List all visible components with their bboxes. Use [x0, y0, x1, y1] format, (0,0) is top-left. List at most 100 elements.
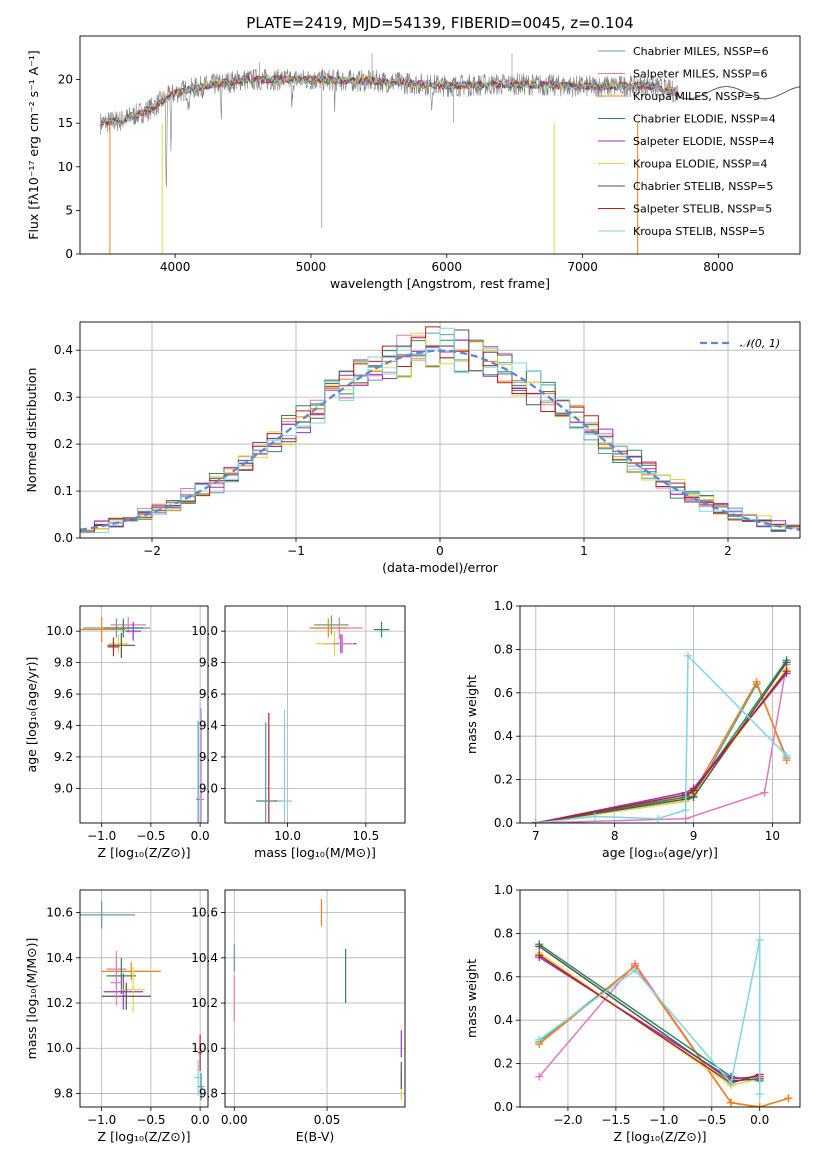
marker [755, 1089, 764, 1098]
y-tick-label: 9.6 [199, 687, 218, 701]
x-tick-label: −1.0 [649, 1113, 678, 1127]
x-axis-label: wavelength [Angstrom, rest frame] [330, 276, 550, 291]
y-tick-label: 15 [58, 116, 73, 130]
plot-area [233, 899, 402, 1101]
x-axis-label: Z [log₁₀(Z/Z⊙)] [98, 1129, 191, 1144]
x-tick-label: 10 [765, 829, 780, 843]
x-axis-label: Z [log₁₀(Z/Z⊙)] [98, 845, 191, 860]
marker [726, 1079, 735, 1088]
marker [681, 805, 690, 814]
y-tick-label: 10.6 [46, 906, 73, 920]
legend-entry: Chabrier MILES, NSSP=6 [633, 45, 769, 58]
y-tick-label: 0.6 [494, 686, 513, 700]
x-tick-label: 0.00 [221, 1113, 248, 1127]
panel-6: −1.0 −0.5 0.0 9.8 10.0 10.2 10.4 10.6 Z [log₁₀(Z… [24, 889, 210, 1144]
plot-area [80, 326, 800, 534]
x-tick-label: 7000 [567, 260, 598, 274]
marker [531, 819, 540, 823]
x-tick-label: −0.5 [136, 1113, 165, 1127]
x-axis-label: (data-model)/error [382, 560, 499, 575]
y-axis-label: mass weight [464, 675, 479, 754]
marker [782, 751, 791, 760]
legend-entry: Kroupa STELIB, NSSP=5 [633, 225, 765, 238]
marker [755, 1103, 764, 1107]
y-tick-label: 0.8 [494, 926, 513, 940]
marker [782, 667, 791, 676]
marker [752, 677, 761, 686]
y-tick-label: 5 [65, 203, 73, 217]
y-tick-label: 10.0 [46, 624, 73, 638]
marker [784, 1094, 793, 1103]
x-tick-label: 1 [580, 544, 588, 558]
legend-entry: Kroupa MILES, NSSP=5 [633, 90, 760, 103]
marker [760, 788, 769, 797]
x-tick-label: 4000 [160, 260, 191, 274]
y-tick-label: 0.4 [494, 1013, 513, 1027]
x-tick-label: 8 [611, 829, 619, 843]
x-tick-label: 2 [724, 544, 732, 558]
marker [535, 1072, 544, 1081]
y-axis-label: Flux [fλ10⁻¹⁷ erg cm⁻² s⁻¹ A⁻¹] [26, 50, 41, 239]
y-tick-label: 0.0 [494, 816, 513, 830]
plot-area [531, 651, 791, 823]
x-tick-label: 9 [690, 829, 698, 843]
legend: 𝒩(0, 1) [700, 337, 780, 350]
normal-curve [80, 349, 800, 531]
y-tick-label: 0.6 [494, 970, 513, 984]
mass-weight-series-9 [535, 654, 788, 823]
x-tick-label: 6000 [432, 260, 463, 274]
panel-5: 7 8 9 10 0.0 0.2 0.4 0.6 0.8 1.0 age [log₁₀(age/yr… [464, 599, 801, 860]
x-axis-label: Z [log₁₀(Z/Z⊙)] [614, 1129, 707, 1144]
marker [654, 814, 663, 823]
axes-frame [79, 35, 801, 255]
residual-histogram-6 [80, 332, 800, 533]
y-tick-label: 10.6 [191, 906, 218, 920]
y-tick-label: 10 [58, 160, 73, 174]
x-tick-label: 0 [436, 544, 444, 558]
y-tick-label: 9.2 [54, 750, 73, 764]
legend-entry: 𝒩(0, 1) [740, 337, 780, 350]
legend-entry: Chabrier ELODIE, NSSP=4 [633, 113, 776, 126]
y-tick-label: 1.0 [494, 883, 513, 897]
y-tick-label: 9.4 [199, 719, 218, 733]
axes-frame [224, 605, 406, 824]
marker [631, 966, 640, 975]
y-tick-label: 0 [65, 247, 73, 261]
y-tick-label: 0.8 [494, 642, 513, 656]
axes-frame [224, 889, 406, 1108]
panel-2: −2 −1 0 1 2 0.0 0.1 0.2 0.3 0.4 (data-model)/error… [24, 321, 801, 575]
x-tick-label: −1 [287, 544, 305, 558]
x-tick-label: −1.5 [601, 1113, 630, 1127]
x-tick-label: 7 [532, 829, 540, 843]
y-tick-label: 10.2 [46, 996, 73, 1010]
y-tick-label: 10.0 [191, 1041, 218, 1055]
x-tick-label: 0.0 [750, 1113, 769, 1127]
y-tick-label: 9.2 [199, 750, 218, 764]
x-tick-label: 8000 [703, 260, 734, 274]
figure-title: PLATE=2419, MJD=54139, FIBERID=0045, z=0… [246, 14, 633, 32]
marker [755, 935, 764, 944]
marker [684, 651, 692, 660]
mass-weight-series-4 [538, 943, 760, 1082]
plot-area [256, 615, 390, 823]
mass-weight-series-8 [535, 670, 788, 823]
x-tick-label: 0.05 [314, 1113, 341, 1127]
y-tick-label: 0.2 [54, 437, 73, 451]
axes-frame [79, 321, 801, 539]
marker [681, 814, 690, 823]
y-tick-label: 9.8 [199, 656, 218, 670]
y-axis-label: age [log₁₀(age/yr)] [24, 657, 39, 773]
model-spectrum-9 [100, 75, 678, 128]
y-tick-label: 0.2 [494, 773, 513, 787]
y-tick-label: 10.2 [191, 996, 218, 1010]
marker [535, 1035, 544, 1044]
marker [590, 812, 599, 821]
marker [535, 942, 544, 951]
mass-weight-series-2 [535, 664, 788, 823]
mass-weight-series-6 [538, 952, 760, 1087]
x-tick-label: 0.0 [191, 1113, 210, 1127]
plot-area [100, 53, 800, 254]
y-tick-label: 0.4 [494, 729, 513, 743]
legend-entry: Kroupa ELODIE, NSSP=4 [633, 158, 767, 171]
x-axis-label: age [log₁₀(age/yr)] [602, 845, 718, 860]
